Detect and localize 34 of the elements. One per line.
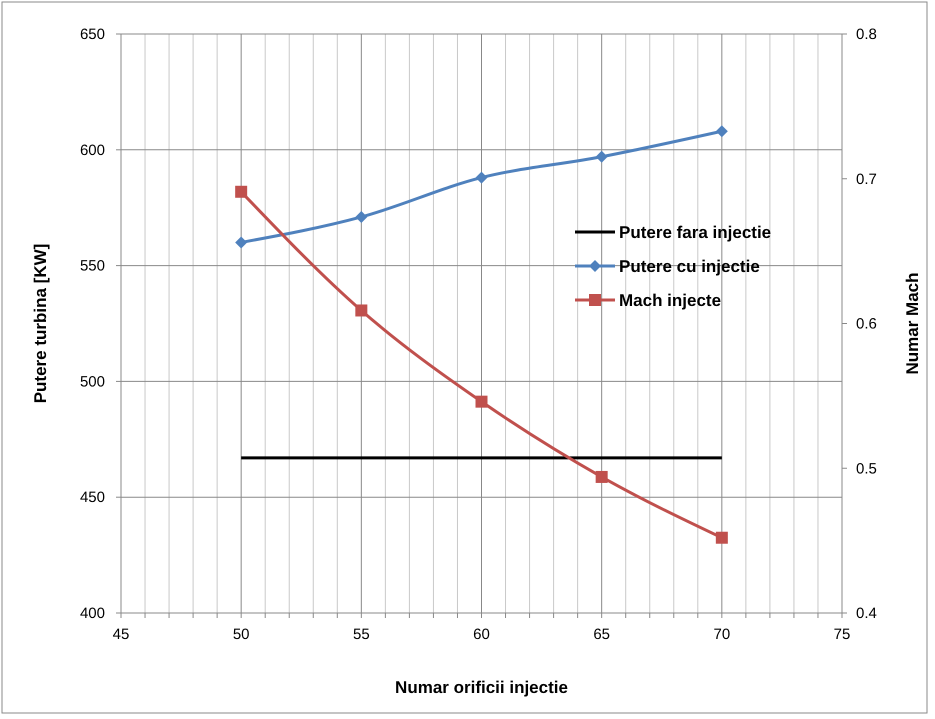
- point: [476, 172, 488, 184]
- x-tick-label: 70: [713, 626, 730, 643]
- y2-axis-title: Numar Mach: [903, 272, 922, 375]
- point: [476, 396, 488, 408]
- point: [716, 125, 728, 138]
- y-axis-title: Putere turbina [KW]: [31, 244, 50, 404]
- point: [235, 236, 248, 248]
- y-tick-label: 600: [80, 142, 105, 159]
- y2-tick-label: 0.5: [856, 460, 877, 478]
- y-tick-label: 500: [80, 373, 105, 390]
- point: [716, 532, 728, 544]
- x-tick-label: 75: [834, 626, 850, 643]
- legend-label: Putere cu injectie: [619, 257, 760, 276]
- y2-tick-label: 0.7: [856, 170, 877, 188]
- point: [235, 186, 248, 198]
- point: [596, 470, 608, 483]
- x-tick-label: 45: [112, 626, 130, 643]
- x-tick-label: 55: [352, 626, 370, 643]
- point: [355, 210, 368, 223]
- x-axis-title: Numar orificii injectie: [395, 678, 568, 697]
- y-tick-label: 450: [80, 489, 105, 506]
- x-tick-label: 65: [593, 626, 610, 643]
- y-tick-label: 400: [80, 605, 105, 622]
- y2-tick-label: 0.4: [856, 605, 877, 622]
- y-tick-label: 550: [80, 258, 105, 275]
- legend-label: Mach injecte: [619, 291, 722, 310]
- point: [355, 304, 368, 316]
- x-tick-label: 50: [232, 626, 250, 643]
- point: [596, 150, 608, 163]
- y2-tick-label: 0.8: [856, 26, 877, 43]
- y2-tick-label: 0.6: [856, 316, 877, 332]
- legend-label: Putere fara injectie: [619, 223, 772, 242]
- x-tick-label: 60: [473, 626, 490, 643]
- y-tick-label: 650: [80, 26, 105, 43]
